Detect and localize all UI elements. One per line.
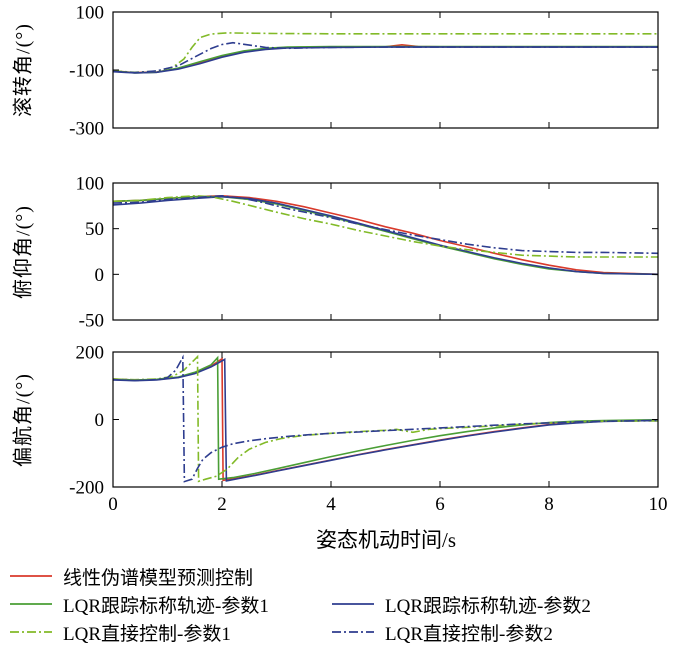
y-axis-label-roll: 滚转角/(°) — [12, 23, 35, 117]
svg-text:6: 6 — [435, 494, 445, 515]
legend-item-lqr-track-p1: LQR跟踪标称轨迹-参数1 — [8, 592, 269, 617]
svg-text:4: 4 — [326, 494, 336, 515]
svg-text:-100: -100 — [69, 61, 104, 82]
x-axis-label: 姿态机动时间/s — [315, 528, 457, 552]
legend-line-green-solid — [10, 603, 52, 605]
legend-label: LQR跟踪标称轨迹-参数2 — [385, 595, 591, 617]
svg-text:100: 100 — [76, 3, 105, 24]
svg-text:100: 100 — [76, 174, 105, 195]
y-axis-label-pitch: 俯仰角/(°) — [12, 205, 35, 299]
svg-text:0: 0 — [95, 265, 105, 286]
svg-text:0: 0 — [95, 410, 105, 431]
svg-text:2: 2 — [217, 494, 227, 515]
legend-line-red-solid — [10, 575, 52, 577]
legend-line-navy-solid — [332, 603, 374, 605]
svg-text:-200: -200 — [69, 478, 104, 499]
svg-text:-300: -300 — [69, 119, 104, 140]
svg-text:0: 0 — [108, 494, 118, 515]
svg-text:-50: -50 — [79, 311, 104, 332]
legend-item-lqr-track-p2: LQR跟踪标称轨迹-参数2 — [330, 592, 591, 617]
legend-label: LQR跟踪标称轨迹-参数1 — [63, 595, 269, 617]
legend-label: LQR直接控制-参数2 — [385, 623, 553, 645]
legend-label: 线性伪谱模型预测控制 — [63, 567, 254, 589]
legend-item-lqr-direct-p1: LQR直接控制-参数1 — [8, 620, 231, 645]
y-axis-label-yaw: 偏航角/(°) — [12, 373, 35, 467]
legend-item-mpc: 线性伪谱模型预测控制 — [8, 564, 254, 589]
legend-label: LQR直接控制-参数1 — [63, 623, 231, 645]
legend-line-navy-dashdot — [332, 631, 374, 633]
legend-item-lqr-direct-p2: LQR直接控制-参数2 — [330, 620, 553, 645]
svg-text:8: 8 — [544, 494, 554, 515]
legend-line-green-dashdot — [10, 631, 52, 633]
svg-text:200: 200 — [76, 343, 105, 364]
svg-text:50: 50 — [85, 219, 104, 240]
svg-text:10: 10 — [649, 494, 668, 515]
